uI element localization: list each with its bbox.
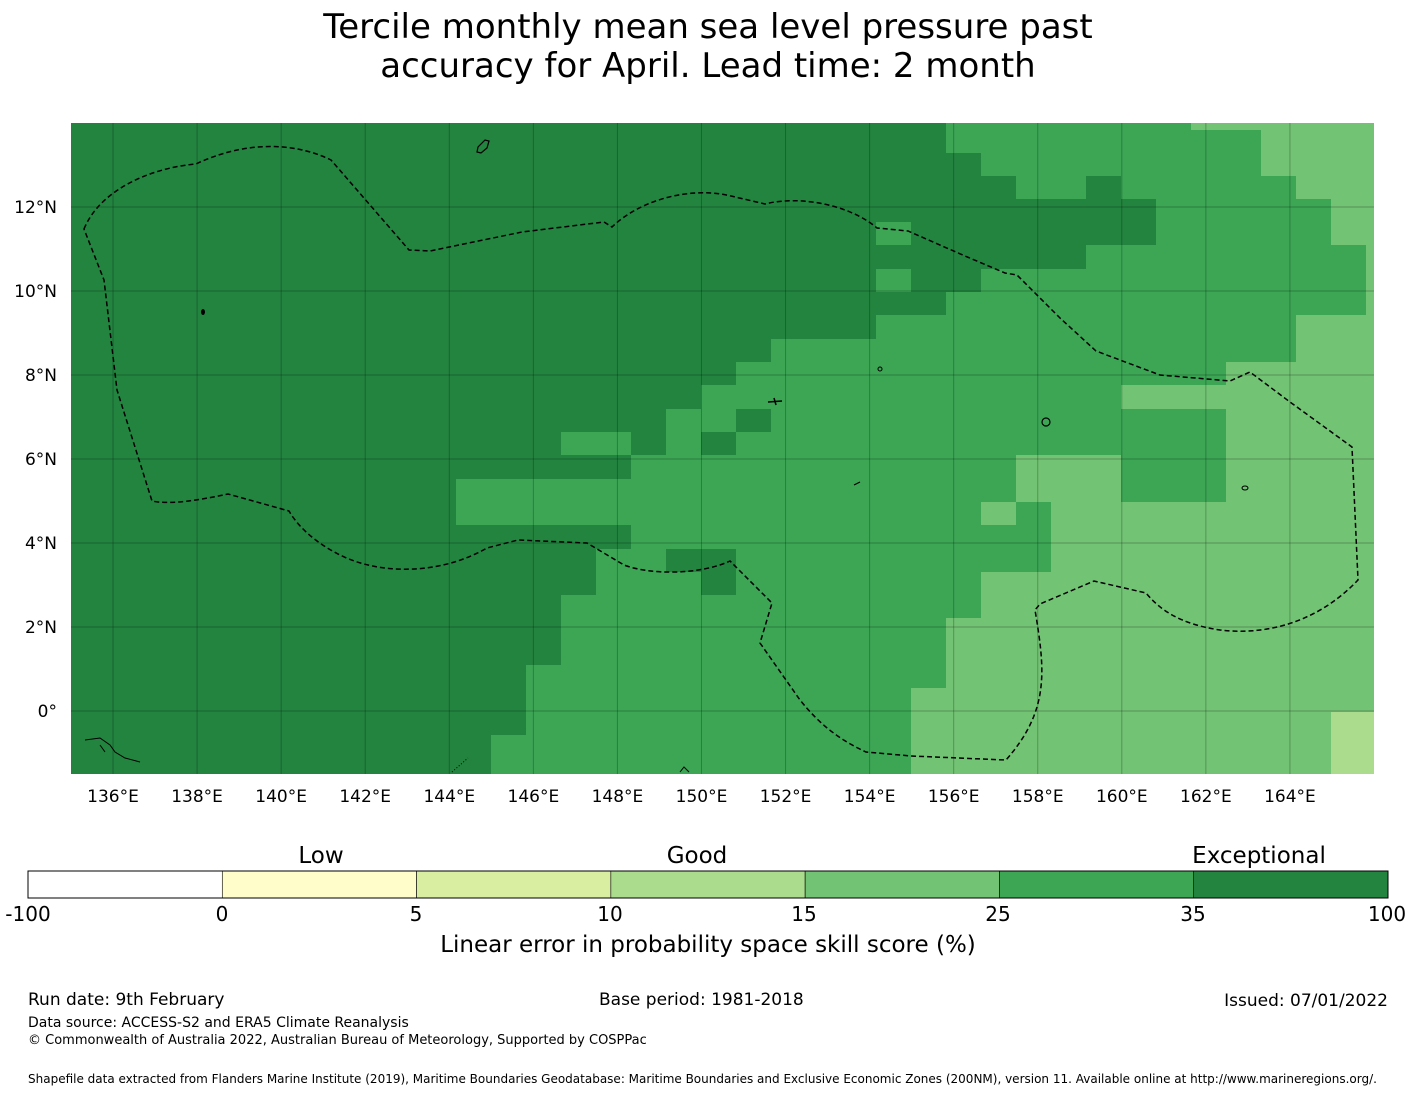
island-guam (476, 139, 490, 154)
x-tick-label: 140°E (255, 787, 307, 807)
x-tick-label: 152°E (760, 787, 812, 807)
skill-region-dark (736, 409, 771, 432)
island-png (84, 737, 141, 763)
skill-region-mid (981, 153, 1016, 176)
y-tick-label: 0° (38, 702, 57, 722)
y-tick-label: 8°N (25, 366, 57, 386)
island (853, 481, 861, 486)
x-tick-label: 144°E (423, 787, 475, 807)
x-tick-label: 150°E (676, 787, 728, 807)
colorbar-segment (27, 870, 223, 899)
colorbar-segment (416, 870, 612, 899)
skill-region-mid (876, 269, 911, 292)
island (767, 397, 783, 406)
colorbar-tick: 35 (1180, 902, 1206, 926)
legend-category-good: Good (666, 843, 728, 869)
colorbar-segment (610, 870, 806, 899)
skill-region-light (911, 123, 1374, 774)
x-tick-label: 146°E (508, 787, 560, 807)
x-tick-label: 156°E (928, 787, 980, 807)
colorbar-tick: 5 (409, 902, 423, 926)
island (201, 309, 205, 315)
skill-region-pale (1331, 712, 1374, 774)
colorbar-tick: -100 (5, 902, 51, 926)
x-tick-label: 154°E (844, 787, 896, 807)
x-tick-label: 136°E (87, 787, 139, 807)
colorbar-tick: 15 (791, 902, 817, 926)
island (1041, 417, 1051, 427)
copyright: © Commonwealth of Australia 2022, Austra… (28, 1033, 647, 1048)
skill-region-dark (701, 572, 736, 595)
issued-date: Issued: 07/01/2022 (1224, 991, 1388, 1011)
x-tick-label: 162°E (1180, 787, 1232, 807)
skill-region-mid (876, 222, 911, 245)
island (1241, 485, 1249, 491)
title-line-2: accuracy for April. Lead time: 2 month (380, 46, 1036, 86)
legend-category-exceptional: Exceptional (1192, 843, 1326, 869)
colorbar-tick: 100 (1367, 902, 1407, 926)
colorbar (27, 870, 1389, 899)
y-tick-label: 10°N (14, 282, 57, 302)
y-tick-label: 2°N (25, 618, 57, 638)
colorbar-segment (1193, 870, 1389, 899)
x-tick-label: 164°E (1264, 787, 1316, 807)
chart-title: Tercile monthly mean sea level pressure … (0, 8, 1416, 86)
skill-region-mid (1121, 409, 1226, 479)
colorbar-tick: 10 (597, 902, 623, 926)
colorbar-segment (804, 870, 1000, 899)
skill-region-light (981, 502, 1016, 525)
island (877, 366, 883, 372)
skill-map: 136°E 138°E 140°E 142°E 144°E 146°E 148°E 150°E… (14, 123, 1374, 807)
skill-region-dark (701, 432, 736, 455)
x-tick-label: 148°E (592, 787, 644, 807)
data-source: Data source: ACCESS-S2 and ERA5 Climate … (28, 1015, 409, 1031)
x-tick-label: 158°E (1012, 787, 1064, 807)
island (451, 757, 469, 773)
base-period: Base period: 1981-2018 (599, 990, 804, 1010)
legend-category-low: Low (298, 843, 344, 869)
eez-boundary-west (83, 145, 1359, 761)
y-tick-label: 12°N (14, 198, 57, 218)
colorbar-tick: 25 (985, 902, 1011, 926)
colorbar-segment (999, 870, 1195, 899)
colorbar-tick: 0 (215, 902, 229, 926)
run-date: Run date: 9th February (28, 990, 225, 1010)
skill-region-dark (666, 549, 736, 572)
colorbar-segment (221, 870, 417, 899)
x-tick-label: 160°E (1096, 787, 1148, 807)
colorbar-title: Linear error in probability space skill … (440, 932, 976, 958)
y-tick-label: 4°N (25, 534, 57, 554)
island (679, 766, 690, 773)
skill-region-dark (1086, 176, 1121, 199)
y-tick-label: 6°N (25, 450, 57, 470)
x-tick-label: 138°E (171, 787, 223, 807)
skill-region-mid (1121, 479, 1226, 502)
shapefile-credit: Shapefile data extracted from Flanders M… (28, 1072, 1377, 1086)
colorbar-frame (27, 870, 1389, 899)
title-line-1: Tercile monthly mean sea level pressure … (323, 7, 1093, 47)
x-tick-label: 142°E (339, 787, 391, 807)
